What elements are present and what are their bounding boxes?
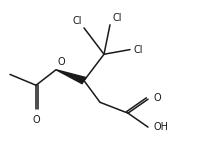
Polygon shape [56, 70, 86, 84]
Text: OH: OH [153, 122, 168, 132]
Text: Cl: Cl [134, 45, 144, 55]
Text: O: O [57, 57, 65, 67]
Text: Cl: Cl [112, 13, 122, 23]
Text: O: O [32, 115, 40, 125]
Text: O: O [153, 93, 161, 103]
Text: Cl: Cl [72, 16, 82, 26]
